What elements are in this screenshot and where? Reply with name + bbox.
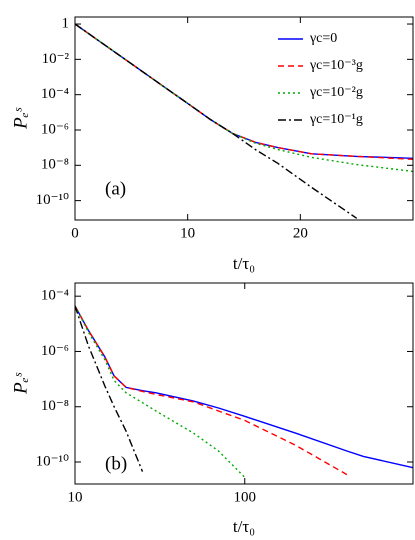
series-line	[75, 305, 348, 476]
y-tick-label: 1	[62, 15, 70, 31]
legend-label: γc=10⁻³g	[309, 58, 363, 73]
series-line	[75, 305, 144, 472]
x-tick-label: 10	[180, 225, 195, 241]
x-tick-label: 100	[233, 489, 256, 505]
x-axis-label: t/τ₀	[233, 254, 255, 273]
x-tick-label: 20	[293, 225, 308, 241]
y-tick-label: 10⁻¹⁰	[36, 453, 69, 469]
legend-label: γc=10⁻²g	[309, 85, 363, 100]
y-tick-label: 10⁻²	[42, 51, 70, 67]
series-line	[75, 23, 358, 219]
annotation: (b)	[105, 453, 127, 474]
y-tick-label: 10⁻⁸	[41, 157, 69, 173]
y-tick-label: 10⁻⁴	[41, 288, 69, 304]
y-tick-label: 10⁻⁴	[41, 86, 69, 102]
x-axis-label: t/τ₀	[233, 517, 255, 536]
y-tick-label: 10⁻⁶	[41, 343, 69, 359]
series-line	[75, 305, 246, 478]
series-line	[75, 305, 413, 469]
plot-frame	[74, 282, 414, 485]
x-tick-label: 0	[71, 225, 79, 241]
y-tick-label: 10⁻⁸	[41, 398, 69, 414]
x-tick-label: 10	[68, 489, 83, 505]
annotation: (a)	[105, 178, 126, 199]
plot-frame	[74, 16, 414, 221]
y-axis-label: Pₑˢ	[10, 372, 31, 395]
y-tick-label: 10⁻⁶	[41, 121, 69, 137]
legend-label: γc=0	[309, 31, 337, 46]
y-tick-label: 10⁻¹⁰	[36, 192, 69, 208]
legend-label: γc=10⁻¹g	[309, 112, 363, 127]
y-axis-label: Pₑˢ	[10, 107, 31, 130]
